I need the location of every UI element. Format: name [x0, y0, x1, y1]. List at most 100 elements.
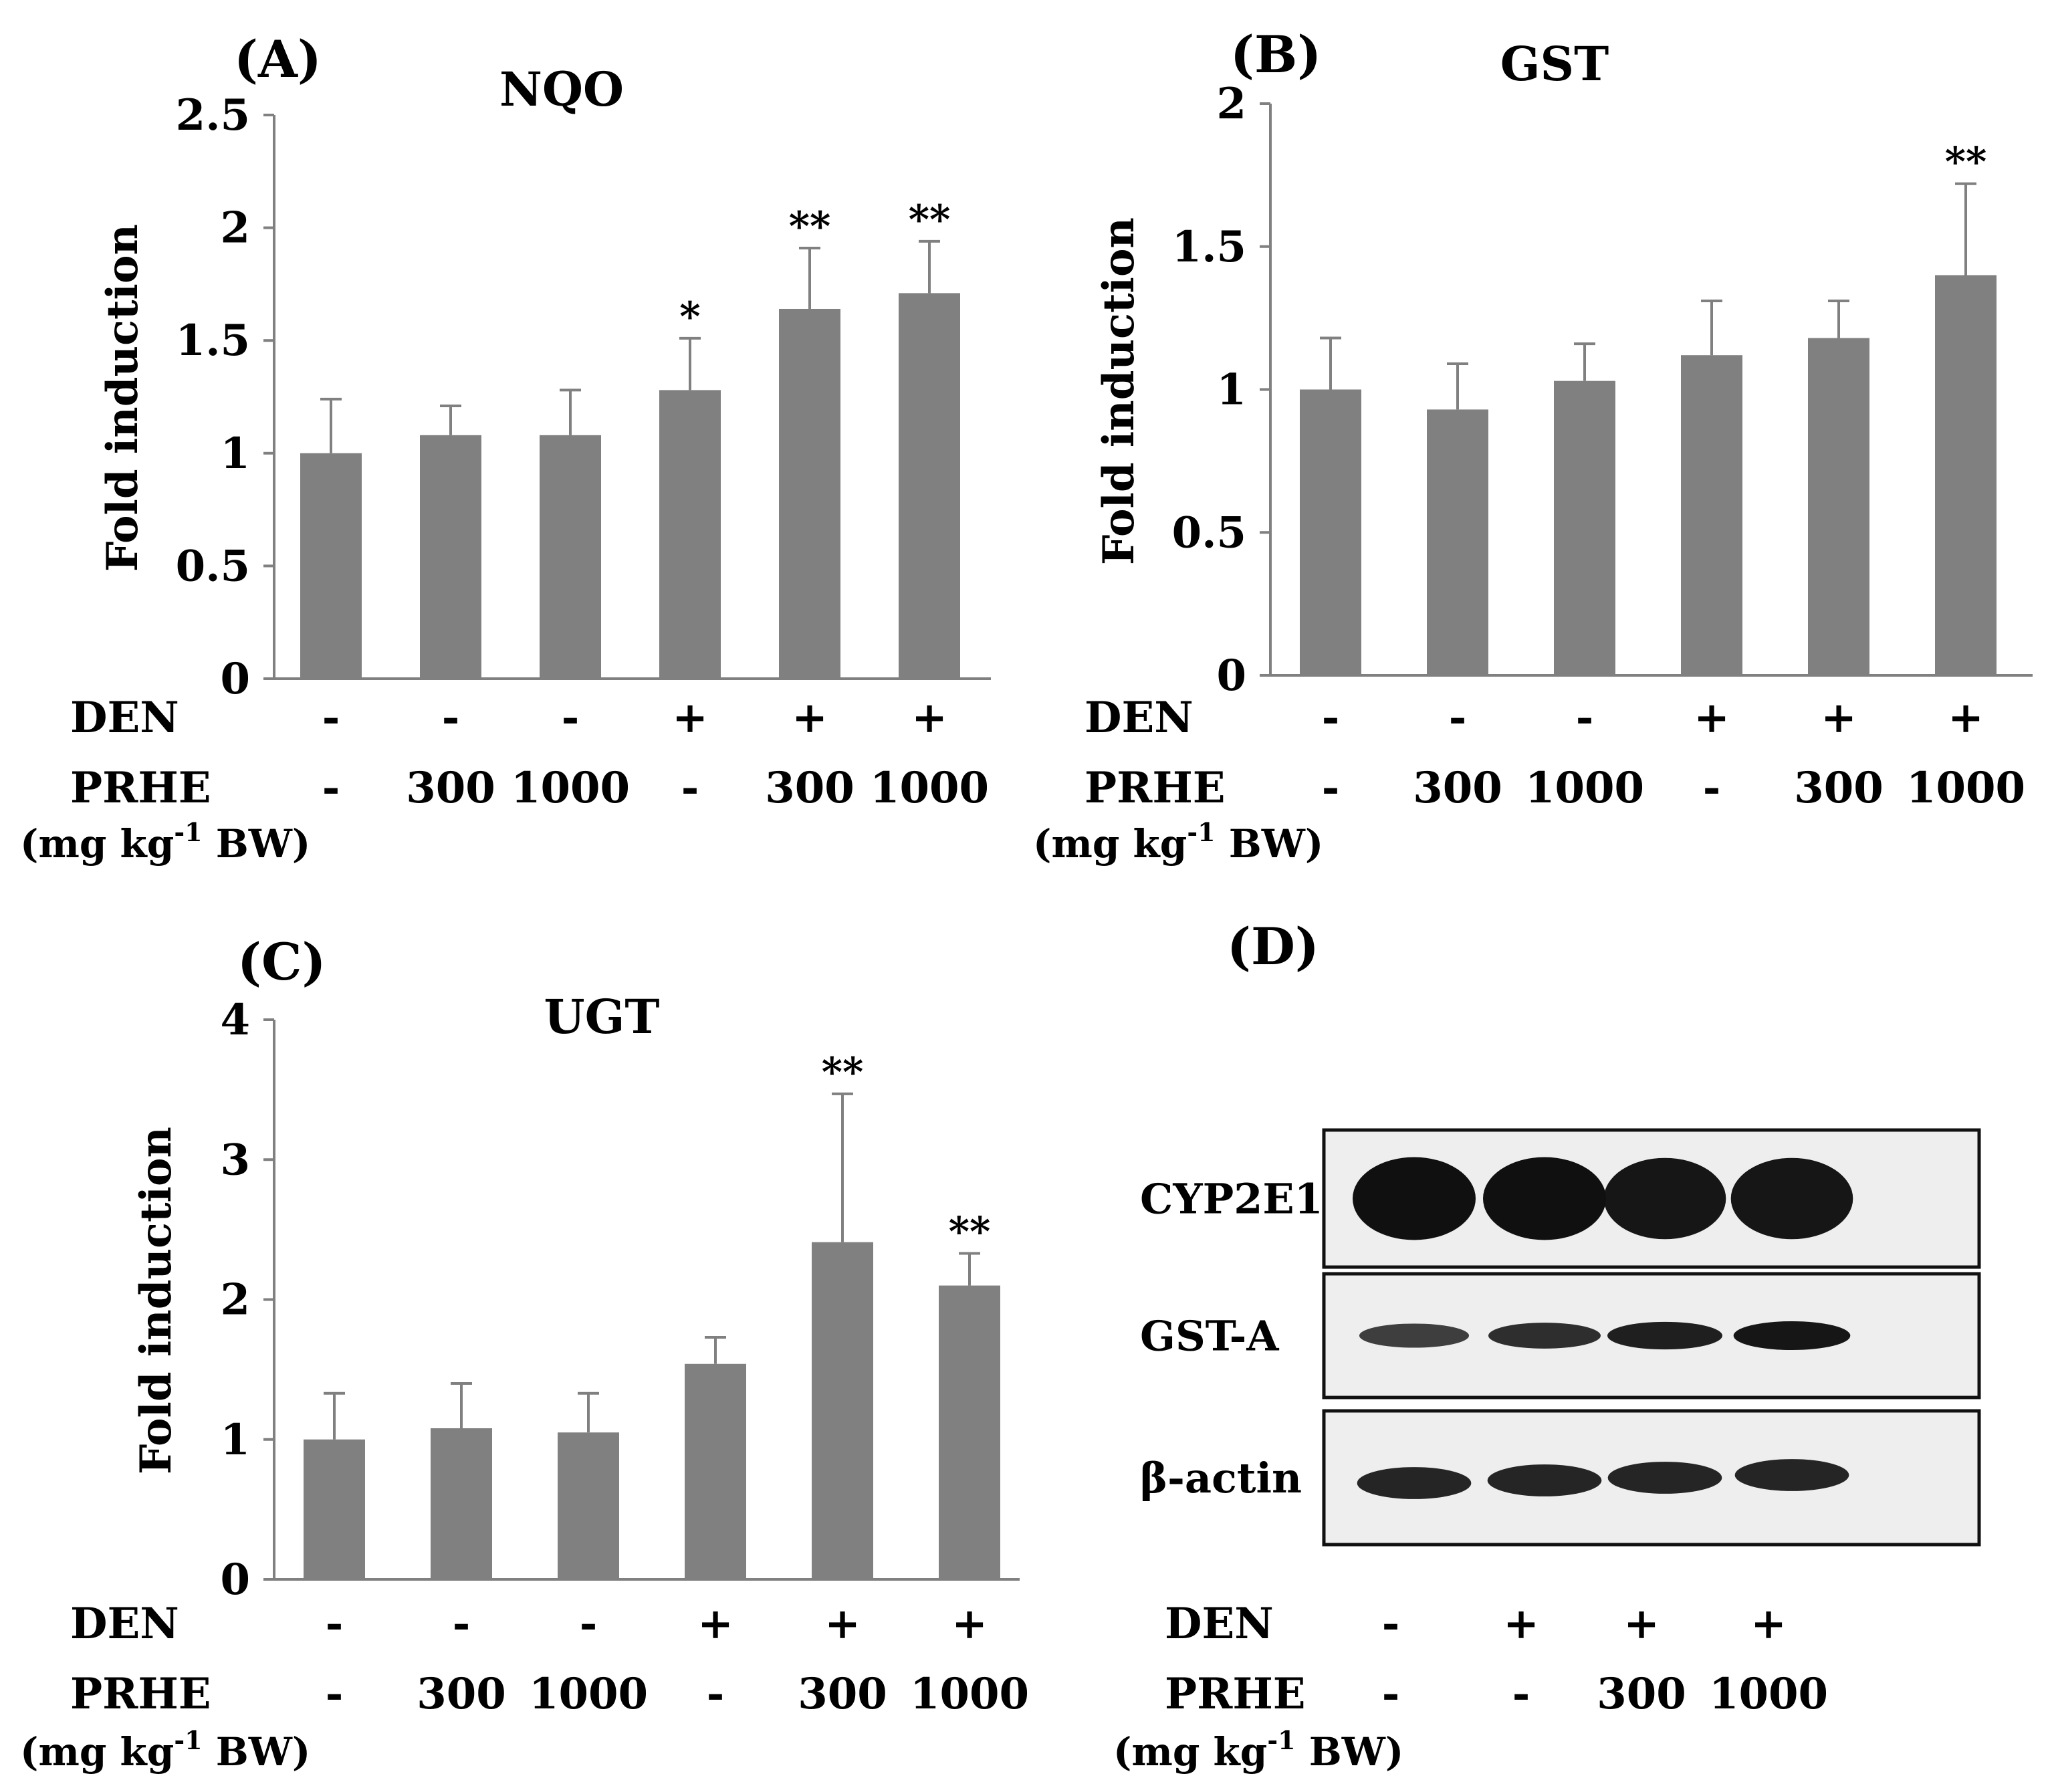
prhe-value: 1000	[870, 763, 989, 813]
den-value: +	[1623, 1599, 1660, 1649]
y-tick-label: 2	[1216, 79, 1246, 129]
bar	[1935, 275, 1997, 675]
prhe-row-label: PRHE	[70, 763, 211, 813]
blot-band	[1730, 1157, 1853, 1240]
bar	[1554, 380, 1615, 675]
bar	[899, 293, 960, 679]
bar	[812, 1242, 873, 1579]
chart-title-a: NQO	[499, 62, 624, 117]
prhe-value: 1000	[1906, 763, 2025, 813]
prhe-value: -	[1512, 1669, 1530, 1719]
prhe-value: 1000	[529, 1669, 648, 1719]
prhe-value: 300	[406, 763, 495, 813]
cyp2e1-label: CYP2E1	[1140, 1175, 1323, 1224]
den-value: -	[1382, 1599, 1400, 1649]
y-axis-label-b: Fold induction	[1094, 217, 1144, 565]
den-value: -	[562, 693, 580, 743]
significance-marker: **	[789, 203, 831, 250]
blot-band	[1357, 1467, 1472, 1499]
bar-chart-b: (B) GST 0 0.5 1 1.5 2 Fold induction - - - 300 - 1000…	[1033, 25, 2033, 867]
bar	[420, 435, 481, 679]
blot-band	[1483, 1157, 1606, 1240]
den-value: +	[792, 693, 828, 743]
significance-marker: **	[822, 1049, 864, 1096]
y-tick-label: 1.5	[1172, 222, 1246, 272]
significance-marker: *	[679, 294, 700, 340]
den-value: +	[1948, 693, 1984, 743]
prhe-value: 300	[417, 1669, 506, 1719]
bar	[1681, 355, 1742, 675]
prhe-row-label: PRHE	[1165, 1669, 1306, 1719]
blot-band	[1488, 1323, 1601, 1349]
prhe-value: -	[322, 763, 340, 813]
bar	[1808, 338, 1869, 675]
gst-a-label: GST-A	[1140, 1312, 1279, 1361]
unit-label: (mg kg-1 BW)	[1113, 1725, 1403, 1775]
prhe-value: -	[1703, 763, 1721, 813]
prhe-value: 1000	[1709, 1669, 1828, 1719]
y-tick-label: 1.5	[176, 316, 250, 366]
den-value: +	[697, 1599, 733, 1649]
unit-prefix: (mg kg	[1033, 821, 1187, 867]
prhe-value: -	[326, 1669, 344, 1719]
den-value: +	[824, 1599, 861, 1649]
unit-label: (mg kg-1 BW)	[20, 1725, 310, 1775]
panel-label-a: (A)	[234, 29, 322, 89]
bar	[659, 390, 721, 679]
unit-superscript: -1	[174, 1725, 202, 1755]
chart-title-b: GST	[1500, 36, 1609, 92]
chart-title-c: UGT	[544, 989, 660, 1044]
den-value: -	[1322, 693, 1340, 743]
y-tick-label: 0	[1216, 651, 1246, 701]
prhe-value: 1000	[1525, 763, 1644, 813]
y-tick-label: 1	[220, 429, 250, 479]
den-value: -	[322, 693, 340, 743]
blot-band	[1734, 1459, 1849, 1491]
y-tick-label: 0	[220, 1555, 250, 1605]
bar	[685, 1363, 746, 1579]
y-tick-label: 2	[220, 203, 250, 253]
blot-band	[1487, 1464, 1602, 1496]
unit-prefix: (mg kg	[20, 1729, 174, 1775]
bar	[1300, 389, 1361, 675]
den-value: +	[1694, 693, 1730, 743]
blot-band	[1607, 1321, 1723, 1350]
y-tick-label: 0.5	[1172, 508, 1246, 558]
y-axis-label-c: Fold induction	[131, 1127, 181, 1474]
western-blot-panel: (D) CYP2E1 GST-A β-actin DEN PRHE (mg kg-1 B…	[1113, 917, 1981, 1775]
unit-suffix: BW)	[1296, 1729, 1404, 1775]
den-value: -	[580, 1599, 598, 1649]
prhe-value: 300	[1413, 763, 1502, 813]
y-tick-label: 3	[220, 1135, 250, 1185]
significance-marker: **	[949, 1208, 991, 1255]
blot-band	[1359, 1323, 1470, 1348]
prhe-row-label: PRHE	[1085, 763, 1226, 813]
blot-band	[1603, 1157, 1726, 1240]
y-tick-label: 1	[1216, 365, 1246, 415]
bar	[304, 1439, 365, 1579]
den-value: +	[951, 1599, 988, 1649]
den-value: +	[1503, 1599, 1539, 1649]
bar	[300, 453, 362, 679]
prhe-value: -	[707, 1669, 725, 1719]
bar	[558, 1432, 619, 1579]
y-tick-label: 4	[220, 995, 250, 1045]
prhe-value: -	[681, 763, 699, 813]
y-tick-label: 1	[220, 1415, 250, 1465]
y-axis-label-a: Fold induction	[98, 224, 148, 572]
y-tick-label: 0.5	[176, 541, 250, 591]
prhe-value: -	[1382, 1669, 1400, 1719]
den-value: -	[1576, 693, 1594, 743]
bar	[540, 435, 601, 679]
prhe-value: 300	[798, 1669, 887, 1719]
den-row-label: DEN	[70, 1599, 179, 1649]
blot-band	[1353, 1157, 1476, 1240]
y-tick-label: 2	[220, 1275, 250, 1325]
den-value: -	[1449, 693, 1467, 743]
panel-label-c: (C)	[237, 932, 326, 992]
bar	[939, 1285, 1000, 1579]
beta-actin-label: β-actin	[1140, 1454, 1302, 1502]
den-value: +	[1750, 1599, 1787, 1649]
y-tick-label: 2.5	[176, 90, 250, 140]
unit-suffix: BW)	[203, 1729, 311, 1775]
